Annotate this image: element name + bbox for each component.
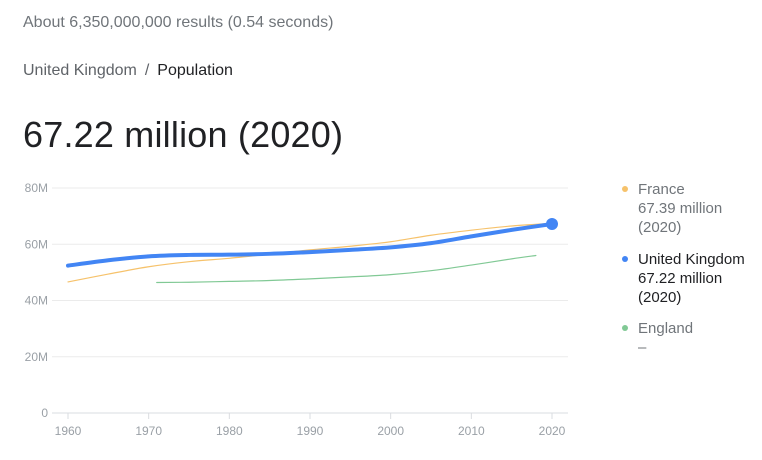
y-tick-label: 0: [41, 406, 48, 420]
legend-name: France: [638, 181, 685, 198]
y-tick-label: 20M: [25, 350, 48, 364]
legend-name: United Kingdom: [638, 251, 745, 268]
breadcrumb-parent[interactable]: United Kingdom: [23, 62, 137, 79]
legend-value: 67.22 million: [638, 270, 723, 287]
x-tick-label: 2000: [377, 424, 404, 438]
legend-dot-england: [622, 325, 628, 331]
legend-item-united-kingdom[interactable]: United Kingdom 67.22 million (2020): [622, 250, 745, 307]
population-chart[interactable]: 0 20M 40M 60M 80M 1960 1970 1980 1990 2000 2010 202…: [0, 0, 620, 460]
legend-value: –: [638, 339, 647, 356]
legend-value: 67.39 million: [638, 200, 723, 217]
x-tick-label: 2010: [458, 424, 485, 438]
legend-dot-united-kingdom: [622, 256, 628, 262]
x-tick-label: 1960: [55, 424, 82, 438]
y-tick-label: 40M: [25, 294, 48, 308]
series-line-england: [156, 254, 537, 284]
x-tick-label: 1970: [135, 424, 162, 438]
y-tick-label: 60M: [25, 237, 48, 251]
legend-value-year: (2020): [638, 289, 682, 306]
series-line-united-kingdom: [66, 222, 554, 268]
x-tick-label: 1990: [297, 424, 324, 438]
legend-item-england[interactable]: England –: [622, 319, 693, 357]
x-tick-label: 2020: [539, 424, 566, 438]
population-headline: 67.22 million (2020): [23, 114, 344, 155]
breadcrumb-separator: /: [144, 62, 150, 79]
series-line-france: [67, 222, 553, 283]
legend-value-year: (2020): [638, 219, 682, 236]
legend-dot-france: [622, 186, 628, 192]
legend-item-france[interactable]: France 67.39 million (2020): [622, 180, 722, 237]
legend-name: England: [638, 320, 694, 337]
result-stats: About 6,350,000,000 results (0.54 second…: [23, 14, 334, 31]
y-tick-label: 80M: [25, 181, 48, 195]
x-tick-label: 1980: [216, 424, 243, 438]
uk-endpoint-point: [546, 218, 558, 230]
breadcrumb: United Kingdom / Population: [23, 62, 233, 80]
breadcrumb-current: Population: [157, 62, 233, 79]
